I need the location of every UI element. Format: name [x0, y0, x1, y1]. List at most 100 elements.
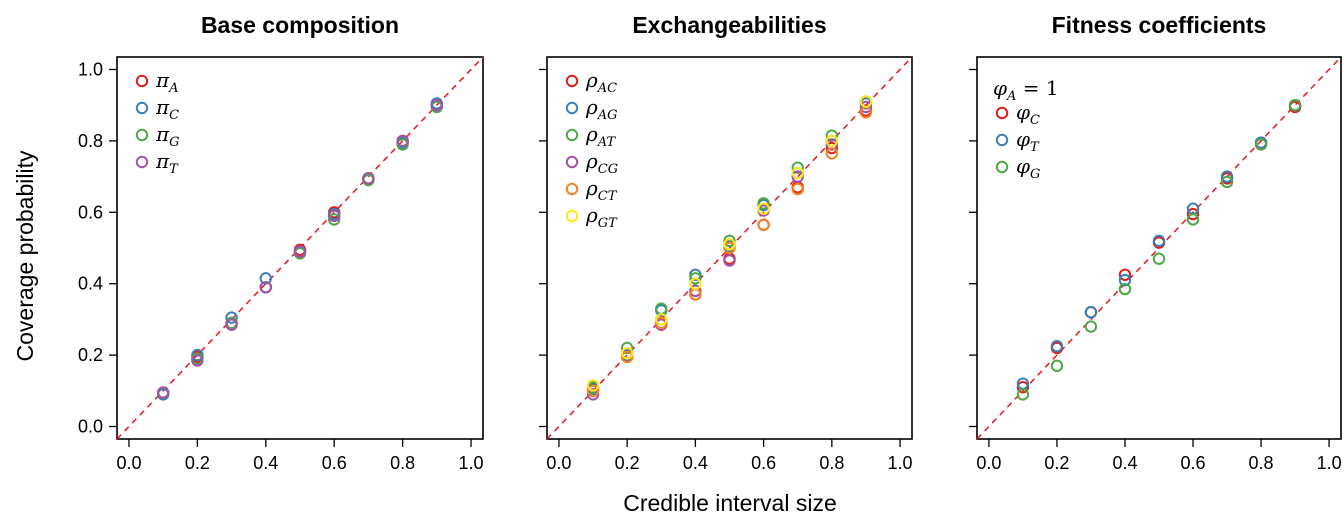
data-point [1152, 234, 1166, 248]
plot-frame [976, 56, 1342, 440]
data-point [293, 245, 307, 258]
legend-label: πT [155, 149, 179, 177]
y-tick-label: 0.4 [78, 274, 103, 294]
data-point [655, 316, 668, 330]
data-point [825, 134, 839, 148]
data-point [430, 98, 444, 112]
data-point [328, 209, 341, 223]
legend-label: φG [1016, 154, 1040, 182]
data-point [328, 213, 341, 226]
legend-marker [135, 155, 149, 169]
legend-label: ρAG [585, 95, 618, 123]
data-point [1050, 339, 1064, 353]
plot-frame [546, 56, 913, 440]
legend-marker [995, 106, 1009, 120]
data-point [1152, 252, 1166, 265]
data-point [1016, 388, 1030, 401]
x-axis-title: Credible interval size [623, 490, 836, 516]
panel-title: Base composition [201, 12, 399, 38]
legend-marker [565, 128, 579, 142]
y-tick-label: 0.0 [78, 417, 103, 437]
data-point [620, 350, 634, 364]
data-point [689, 268, 702, 281]
panel-title: Exchangeabilities [632, 12, 826, 38]
data-point [791, 170, 804, 183]
data-point [1084, 306, 1098, 319]
legend-marker [565, 182, 579, 196]
legend-label: πC [155, 95, 179, 123]
data-point [586, 388, 600, 401]
data-point [791, 166, 804, 180]
data-point [791, 182, 804, 196]
x-tick-label: 1.0 [459, 453, 484, 473]
data-point [191, 354, 204, 367]
data-point [791, 161, 804, 174]
x-tick-label: 1.0 [888, 453, 913, 473]
data-point [1186, 207, 1200, 221]
data-point [396, 138, 409, 151]
data-point [1288, 98, 1302, 112]
legend-label: ρAT [585, 122, 616, 150]
data-point [689, 284, 702, 298]
data-point [757, 202, 770, 215]
panel-1: Base composition 0.0 0.2 0.4 0.6 0.8 1.0 0.0 0.2… [78, 12, 484, 473]
legend-note: φA = 1 [993, 76, 1059, 104]
data-point [723, 241, 736, 255]
legend-marker [135, 101, 149, 115]
data-point [1050, 359, 1064, 373]
data-point [396, 134, 409, 148]
legend-label: ρGT [585, 203, 618, 231]
data-point [1186, 213, 1200, 226]
data-point [723, 238, 736, 251]
legend-label: πG [155, 122, 180, 150]
data-point [723, 234, 736, 248]
legend-marker [565, 155, 579, 169]
data-point [1220, 175, 1234, 189]
x-tick-label: 0.2 [185, 453, 210, 473]
x-tick-label: 0.4 [1112, 453, 1137, 473]
data-point [859, 100, 873, 114]
data-point [825, 138, 839, 151]
x-tick-label: 0.8 [819, 453, 844, 473]
x-tick-label: 0.4 [253, 453, 278, 473]
data-point [259, 272, 272, 285]
data-point [1118, 268, 1132, 281]
x-tick-label: 0.0 [546, 453, 571, 473]
data-point [1084, 320, 1098, 333]
y-tick-label: 0.6 [78, 202, 103, 222]
panel-3: Fitness coefficients 0.0 0.2 0.4 0.6 0.8 1.0 φA… [969, 12, 1342, 473]
legend-marker [135, 128, 149, 142]
x-tick-label: 0.6 [1181, 453, 1206, 473]
y-tick-label: 1.0 [78, 59, 103, 79]
legend-label: φC [1016, 100, 1040, 128]
data-point [586, 384, 600, 398]
legend-marker [135, 74, 149, 88]
data-point [620, 347, 634, 360]
legend-marker [565, 209, 579, 223]
data-point [825, 129, 839, 142]
legend-marker [995, 133, 1009, 147]
data-point [259, 281, 272, 294]
data-point [689, 272, 702, 285]
data-point [859, 95, 873, 108]
x-tick-label: 0.4 [683, 453, 708, 473]
legend-label: ρCG [585, 149, 618, 177]
y-axis-title: Coverage probability [12, 150, 38, 361]
data-point [825, 147, 839, 160]
data-point [757, 218, 770, 231]
data-point [723, 254, 736, 267]
x-tick-label: 0.2 [615, 453, 640, 473]
legend-label: ρCT [585, 176, 618, 204]
data-point [825, 141, 839, 155]
x-tick-label: 0.8 [390, 453, 415, 473]
plot-frame [116, 56, 484, 440]
x-tick-label: 0.0 [976, 453, 1001, 473]
legend-label: ρAC [585, 68, 617, 96]
data-point [225, 311, 238, 324]
y-tick-label: 0.2 [78, 345, 103, 365]
data-point [586, 379, 600, 392]
data-point [1254, 138, 1268, 151]
data-point [1016, 381, 1030, 394]
panel-title: Fitness coefficients [1052, 12, 1267, 38]
